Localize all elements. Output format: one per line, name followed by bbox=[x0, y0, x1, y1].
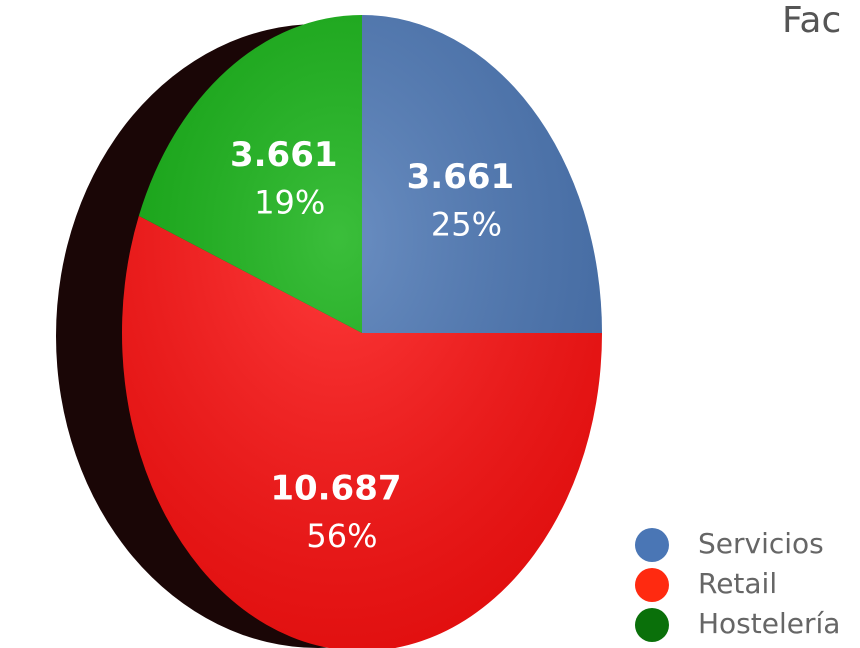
amount-label: 10.687 bbox=[270, 469, 401, 509]
legend-label: Servicios bbox=[698, 527, 824, 560]
legend-label: Retail bbox=[698, 567, 777, 600]
chart-title: Fac bbox=[782, 0, 841, 41]
legend-swatch bbox=[635, 528, 669, 562]
percent-label: 19% bbox=[254, 183, 325, 221]
legend-swatch bbox=[635, 608, 669, 642]
legend-swatch bbox=[635, 568, 669, 602]
percent-label: 25% bbox=[431, 206, 502, 244]
amount-label: 3.661 bbox=[230, 135, 338, 175]
percent-label: 56% bbox=[306, 517, 377, 555]
legend-label: Hostelería bbox=[698, 607, 840, 640]
amount-label: 3.661 bbox=[407, 157, 515, 197]
pie-highlight bbox=[122, 15, 602, 648]
